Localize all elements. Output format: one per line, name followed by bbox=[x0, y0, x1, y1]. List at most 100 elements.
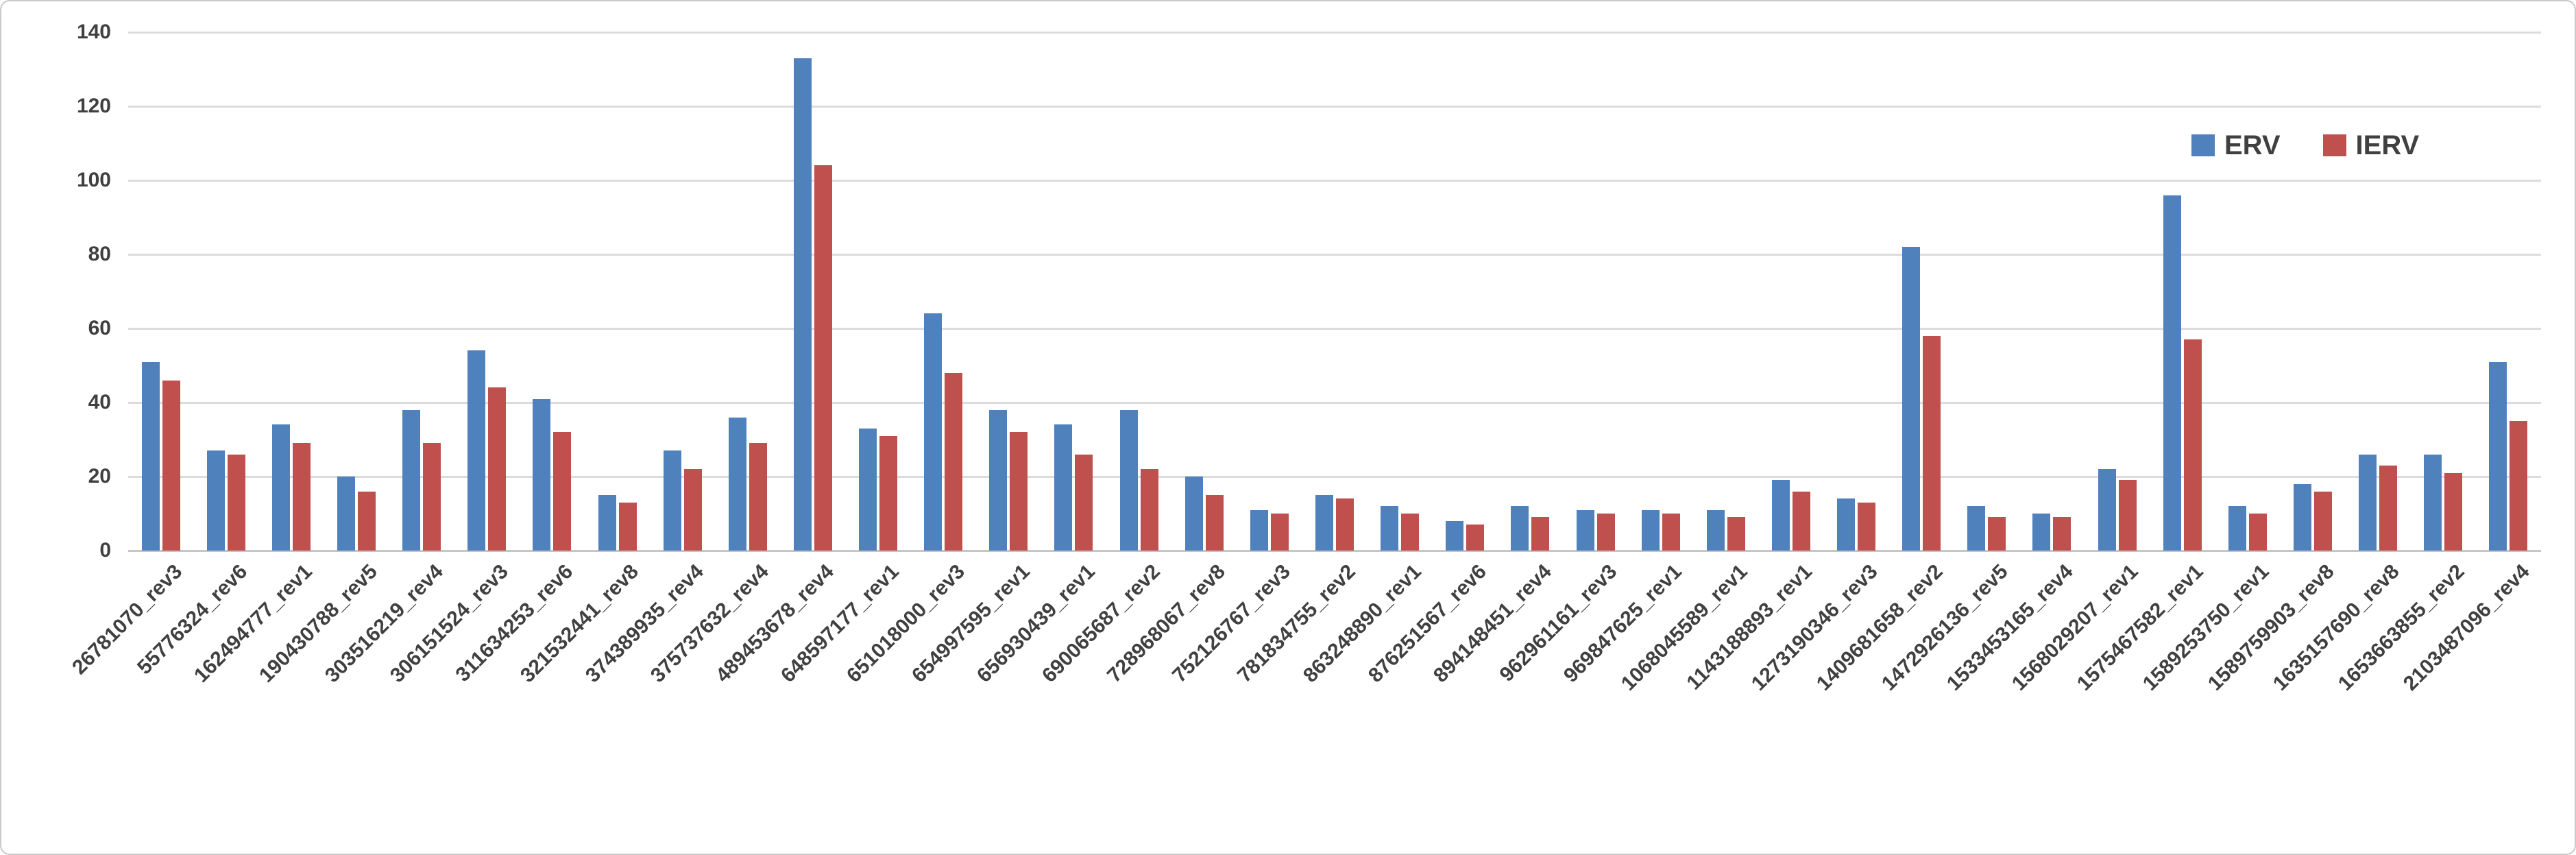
bar-erv bbox=[989, 409, 1008, 551]
bar-erv bbox=[1641, 509, 1660, 551]
bar-erv bbox=[1184, 477, 1203, 551]
x-tick-label: 648597177_rev1 bbox=[777, 560, 904, 687]
x-tick-label: 894148451_rev4 bbox=[1429, 560, 1556, 687]
bar-ierv bbox=[292, 443, 311, 551]
bar-ierv bbox=[1923, 335, 1941, 551]
bar-erv bbox=[663, 450, 681, 551]
bar-ierv bbox=[1988, 517, 2006, 551]
legend-label-erv: ERV bbox=[2224, 130, 2281, 160]
x-tick-label: 1589253750_rev1 bbox=[2138, 560, 2274, 695]
bar-erv bbox=[728, 417, 746, 551]
x-tick-label: 651018000_rev3 bbox=[842, 560, 969, 687]
bar-erv bbox=[2489, 361, 2507, 551]
x-tick-label: 303516219_rev4 bbox=[320, 560, 448, 687]
bar-ierv bbox=[227, 454, 245, 551]
bar-ierv bbox=[1270, 514, 1289, 551]
bar-ierv bbox=[1466, 525, 1485, 551]
x-tick-label: 752126767_rev3 bbox=[1168, 560, 1296, 687]
bar-ierv bbox=[1336, 498, 1354, 551]
bar-erv bbox=[1576, 509, 1594, 551]
x-axis-line bbox=[128, 550, 2541, 552]
gridline bbox=[128, 106, 2541, 108]
x-tick-label: 321532441_rev8 bbox=[515, 560, 643, 687]
x-tick-label: 969847625_rev1 bbox=[1559, 560, 1687, 687]
bar-erv bbox=[2098, 469, 2116, 551]
bar-erv bbox=[1706, 509, 1725, 551]
gridline bbox=[128, 32, 2541, 34]
bar-ierv bbox=[2118, 480, 2137, 551]
bar-ierv bbox=[879, 435, 898, 551]
bar-ierv bbox=[618, 502, 637, 551]
bar-ierv bbox=[162, 380, 180, 551]
x-tick-label: 1589759903_rev8 bbox=[2203, 560, 2339, 695]
bar-erv bbox=[337, 477, 355, 551]
x-tick-label: 1143188893_rev1 bbox=[1682, 560, 1817, 695]
legend: ERV IERV bbox=[2191, 132, 2419, 159]
y-tick-label: 40 bbox=[88, 391, 111, 413]
x-tick-label: 863248890_rev1 bbox=[1298, 560, 1426, 687]
bar-ierv bbox=[2510, 421, 2528, 551]
bar-erv bbox=[793, 58, 812, 551]
bar-ierv bbox=[553, 432, 572, 551]
x-tick-label: 728968067_rev8 bbox=[1103, 560, 1230, 687]
x-tick-label: 311634253_rev6 bbox=[451, 560, 578, 686]
bar-ierv bbox=[2314, 491, 2333, 551]
bar-ierv bbox=[1205, 495, 1224, 551]
bar-erv bbox=[2424, 454, 2442, 551]
bar-erv bbox=[924, 313, 943, 551]
bar-ierv bbox=[488, 387, 507, 551]
gridline bbox=[128, 476, 2541, 478]
bar-erv bbox=[467, 350, 486, 551]
bar-ierv bbox=[2053, 517, 2071, 551]
x-tick-label: 1273190346_rev3 bbox=[1747, 560, 1882, 695]
bar-ierv bbox=[357, 491, 376, 551]
legend-item-ierv: IERV bbox=[2322, 130, 2420, 160]
bar-ierv bbox=[2183, 339, 2202, 551]
bar-ierv bbox=[2379, 465, 2398, 551]
bar-ierv bbox=[1531, 517, 1550, 551]
bar-ierv bbox=[1010, 432, 1028, 551]
bar-ierv bbox=[2444, 472, 2463, 551]
bar-ierv bbox=[945, 372, 963, 551]
y-tick-label: 20 bbox=[88, 465, 111, 487]
bar-ierv bbox=[1075, 454, 1093, 551]
x-tick-label: 781834755_rev2 bbox=[1233, 560, 1361, 687]
x-tick-label: 162494777_rev1 bbox=[190, 560, 317, 687]
ierv-series-swatch bbox=[2322, 134, 2346, 156]
bar-erv bbox=[1250, 509, 1268, 551]
legend-item-erv: ERV bbox=[2191, 132, 2281, 159]
x-tick-label: 55776324_rev6 bbox=[132, 560, 252, 679]
legend-label-ierv: IERV bbox=[2355, 130, 2420, 160]
bar-erv bbox=[1315, 495, 1333, 551]
bar-erv bbox=[1054, 424, 1073, 551]
bar-erv bbox=[402, 409, 421, 551]
x-tick-label: 876251567_rev6 bbox=[1363, 560, 1491, 687]
bar-erv bbox=[2294, 483, 2312, 551]
bar-erv bbox=[1902, 247, 1921, 551]
y-tick-label: 140 bbox=[76, 21, 111, 43]
bar-erv bbox=[1119, 409, 1138, 551]
bar-ierv bbox=[1401, 514, 1420, 551]
bar-ierv bbox=[1727, 517, 1745, 551]
x-tick-label: 375737632_rev4 bbox=[646, 560, 774, 687]
x-tick-label: 690065687_rev2 bbox=[1037, 560, 1165, 687]
x-tick-label: 654997595_rev1 bbox=[907, 560, 1034, 687]
bar-ierv bbox=[1596, 514, 1615, 551]
bar-ierv bbox=[749, 443, 767, 551]
bar-erv bbox=[1511, 506, 1529, 551]
bar-ierv bbox=[1792, 491, 1810, 551]
bar-erv bbox=[533, 398, 551, 551]
bar-erv bbox=[859, 428, 877, 551]
y-tick-label: 0 bbox=[99, 539, 111, 562]
gridline bbox=[128, 254, 2541, 256]
bar-ierv bbox=[2248, 514, 2267, 551]
x-tick-label: 374389935_rev4 bbox=[581, 560, 708, 687]
bar-erv bbox=[141, 361, 160, 551]
bar-erv bbox=[2163, 195, 2181, 551]
x-tick-label: 190430788_rev5 bbox=[255, 560, 382, 687]
plot-area bbox=[128, 32, 2541, 552]
bar-erv bbox=[598, 495, 616, 551]
x-tick-label: 962961161_rev3 bbox=[1495, 560, 1621, 686]
gridline bbox=[128, 328, 2541, 330]
bar-erv bbox=[2359, 454, 2377, 551]
